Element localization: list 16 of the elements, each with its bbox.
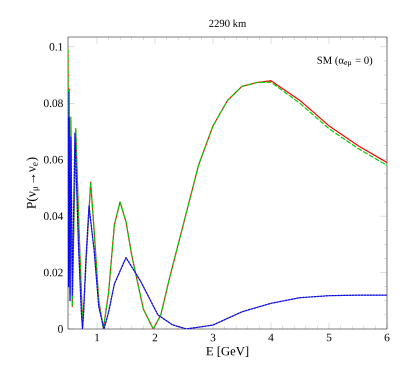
- x-tick-label: 3: [210, 334, 216, 342]
- x-tick-label: 2: [152, 334, 158, 342]
- y-tick-label: 0.04: [44, 212, 64, 220]
- y-tick-label: 0.02: [44, 268, 63, 276]
- x-tick-label: 6: [384, 334, 390, 342]
- y-tick-label: 0.06: [44, 156, 63, 164]
- y-tick-label: 0.1: [50, 43, 63, 51]
- y-tick-label: 0.08: [44, 99, 63, 108]
- y-axis-title: P(ν$_{μ}$→ν$_{e}$): [26, 158, 40, 209]
- x-axis-title: E [GeV]: [206, 346, 248, 357]
- x-tick-label: 4: [268, 334, 274, 342]
- annotation: SM (α$_{eμ}$ = 0): [317, 56, 372, 67]
- chart-title: 2290 km: [209, 19, 246, 27]
- x-tick-label: 5: [326, 334, 332, 342]
- y-tick-label: 0: [58, 325, 63, 333]
- x-tick-label: 1: [95, 334, 100, 342]
